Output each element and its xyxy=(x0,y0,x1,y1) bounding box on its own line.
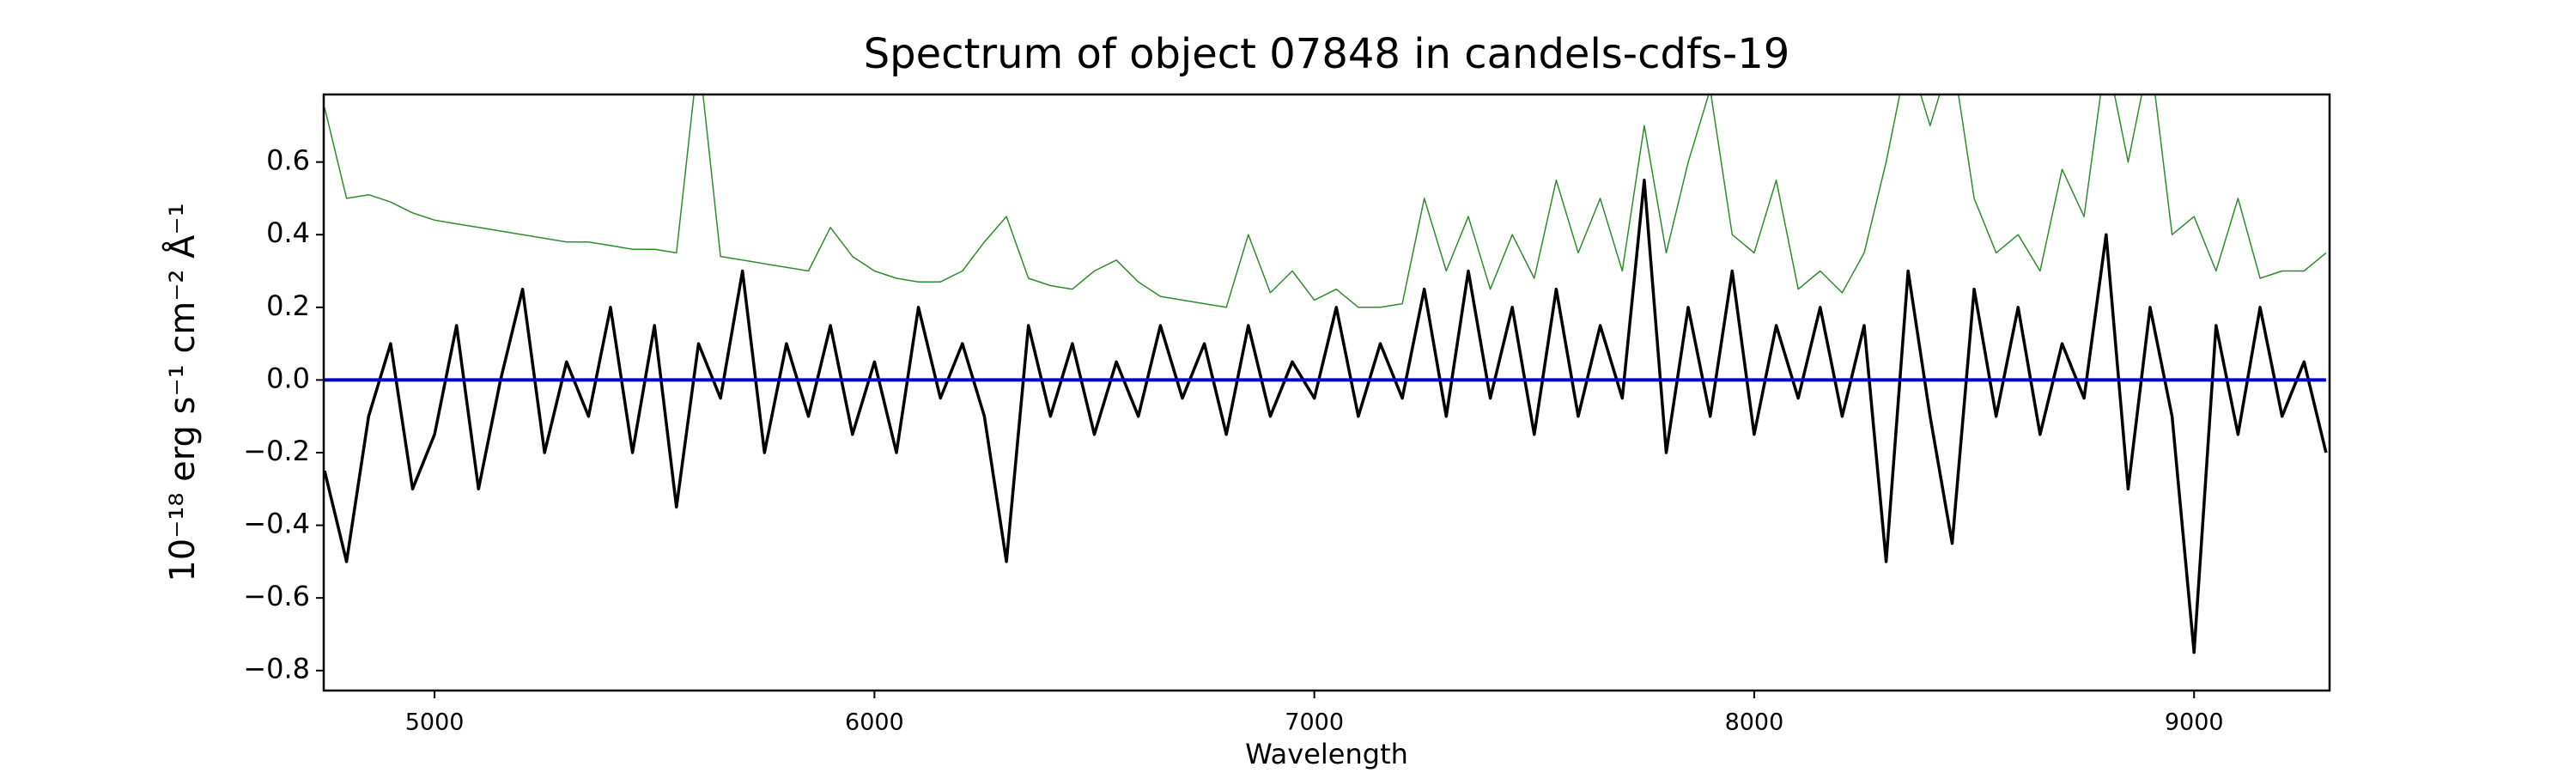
y-tick-label: 0.2 xyxy=(266,289,310,322)
x-tick-label: 5000 xyxy=(405,709,465,736)
x-tick-label: 6000 xyxy=(845,709,904,736)
x-axis-label: Wavelength xyxy=(1245,738,1408,770)
y-tick-label: −0.2 xyxy=(243,435,310,467)
plot-area xyxy=(324,94,2328,654)
y-axis-label: 10⁻¹⁸ erg s⁻¹ cm⁻² Å⁻¹ xyxy=(161,203,203,581)
y-tick-label: −0.8 xyxy=(243,653,310,685)
x-tick-label: 8000 xyxy=(1725,709,1784,736)
y-tick-label: 0.0 xyxy=(266,362,310,394)
x-tick-label: 9000 xyxy=(2165,709,2224,736)
y-tick-label: 0.4 xyxy=(266,216,310,249)
y-tick-label: −0.6 xyxy=(243,580,310,612)
x-tick-label: 7000 xyxy=(1285,709,1344,736)
spectrum-line xyxy=(324,94,2327,308)
plot-frame xyxy=(322,93,2331,692)
y-tick-label: −0.4 xyxy=(243,508,310,540)
y-tick-label: 0.6 xyxy=(266,144,310,177)
chart-title: Spectrum of object 07848 in candels-cdfs… xyxy=(864,30,1790,78)
spectrum-line xyxy=(324,179,2328,654)
